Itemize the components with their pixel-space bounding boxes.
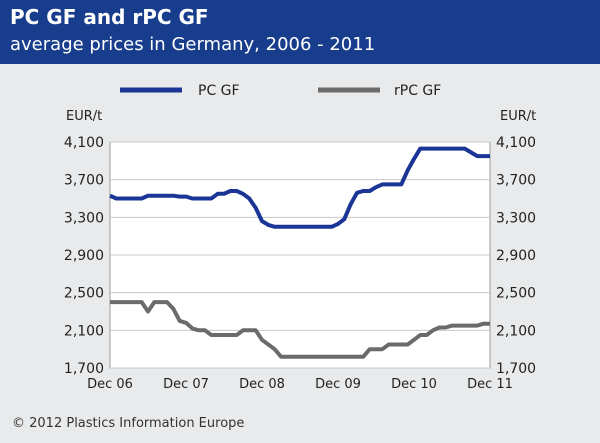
x-tick-labels: Dec 06 Dec 07 Dec 08 Dec 09 Dec 10 Dec 11 bbox=[87, 377, 513, 392]
y-tick-label-left: 3,300 bbox=[64, 210, 104, 226]
y-axis-label-left: EUR/t bbox=[66, 109, 102, 124]
legend-label-rpc-gf: rPC GF bbox=[394, 83, 441, 99]
y-tick-labels-left: 4,100 3,700 3,300 2,900 2,500 2,100 1,700 bbox=[64, 135, 104, 377]
chart-header: PC GF and rPC GF average prices in Germa… bbox=[0, 0, 600, 64]
chart-subtitle: average prices in Germany, 2006 - 2011 bbox=[10, 34, 376, 55]
copyright-footer: © 2012 Plastics Information Europe bbox=[12, 416, 245, 431]
y-tick-label-left: 1,700 bbox=[64, 361, 104, 377]
grid-lines bbox=[110, 141, 490, 369]
series-line-pc-gf bbox=[109, 146, 490, 229]
y-tick-label-left: 2,900 bbox=[64, 248, 104, 264]
x-tick-label: Dec 11 bbox=[467, 377, 513, 392]
legend: PC GF rPC GF bbox=[120, 83, 441, 99]
y-tick-labels-right: 4,100 3,700 3,300 2,900 2,500 2,100 1,700 bbox=[496, 135, 536, 377]
y-tick-label-left: 4,100 bbox=[64, 135, 104, 151]
y-tick-label-left: 2,100 bbox=[64, 323, 104, 339]
series-line-rpc-gf bbox=[110, 300, 490, 359]
legend-label-pc-gf: PC GF bbox=[198, 83, 240, 99]
x-tick-label: Dec 08 bbox=[239, 377, 285, 392]
y-tick-label-left: 3,700 bbox=[64, 173, 104, 189]
x-tick-label: Dec 06 bbox=[87, 377, 133, 392]
y-tick-label-right: 2,500 bbox=[496, 286, 536, 302]
y-tick-label-right: 2,900 bbox=[496, 248, 536, 264]
y-tick-label-right: 1,700 bbox=[496, 361, 536, 377]
y-tick-label-right: 2,100 bbox=[496, 323, 536, 339]
line-chart: PC GF rPC GF EUR/t EUR/t 4,100 3,700 3,300… bbox=[64, 83, 536, 392]
series-lines bbox=[109, 146, 490, 359]
x-tick-label: Dec 09 bbox=[315, 377, 361, 392]
chart-area: PC GF rPC GF EUR/t EUR/t 4,100 3,700 3,300… bbox=[0, 64, 600, 404]
y-tick-label-left: 2,500 bbox=[64, 286, 104, 302]
x-tick-label: Dec 07 bbox=[163, 377, 209, 392]
y-tick-label-right: 3,300 bbox=[496, 210, 536, 226]
chart-title: PC GF and rPC GF bbox=[10, 5, 209, 29]
y-axis-label-right: EUR/t bbox=[500, 109, 536, 124]
x-tick-label: Dec 10 bbox=[391, 377, 437, 392]
y-tick-label-right: 4,100 bbox=[496, 135, 536, 151]
y-tick-label-right: 3,700 bbox=[496, 173, 536, 189]
